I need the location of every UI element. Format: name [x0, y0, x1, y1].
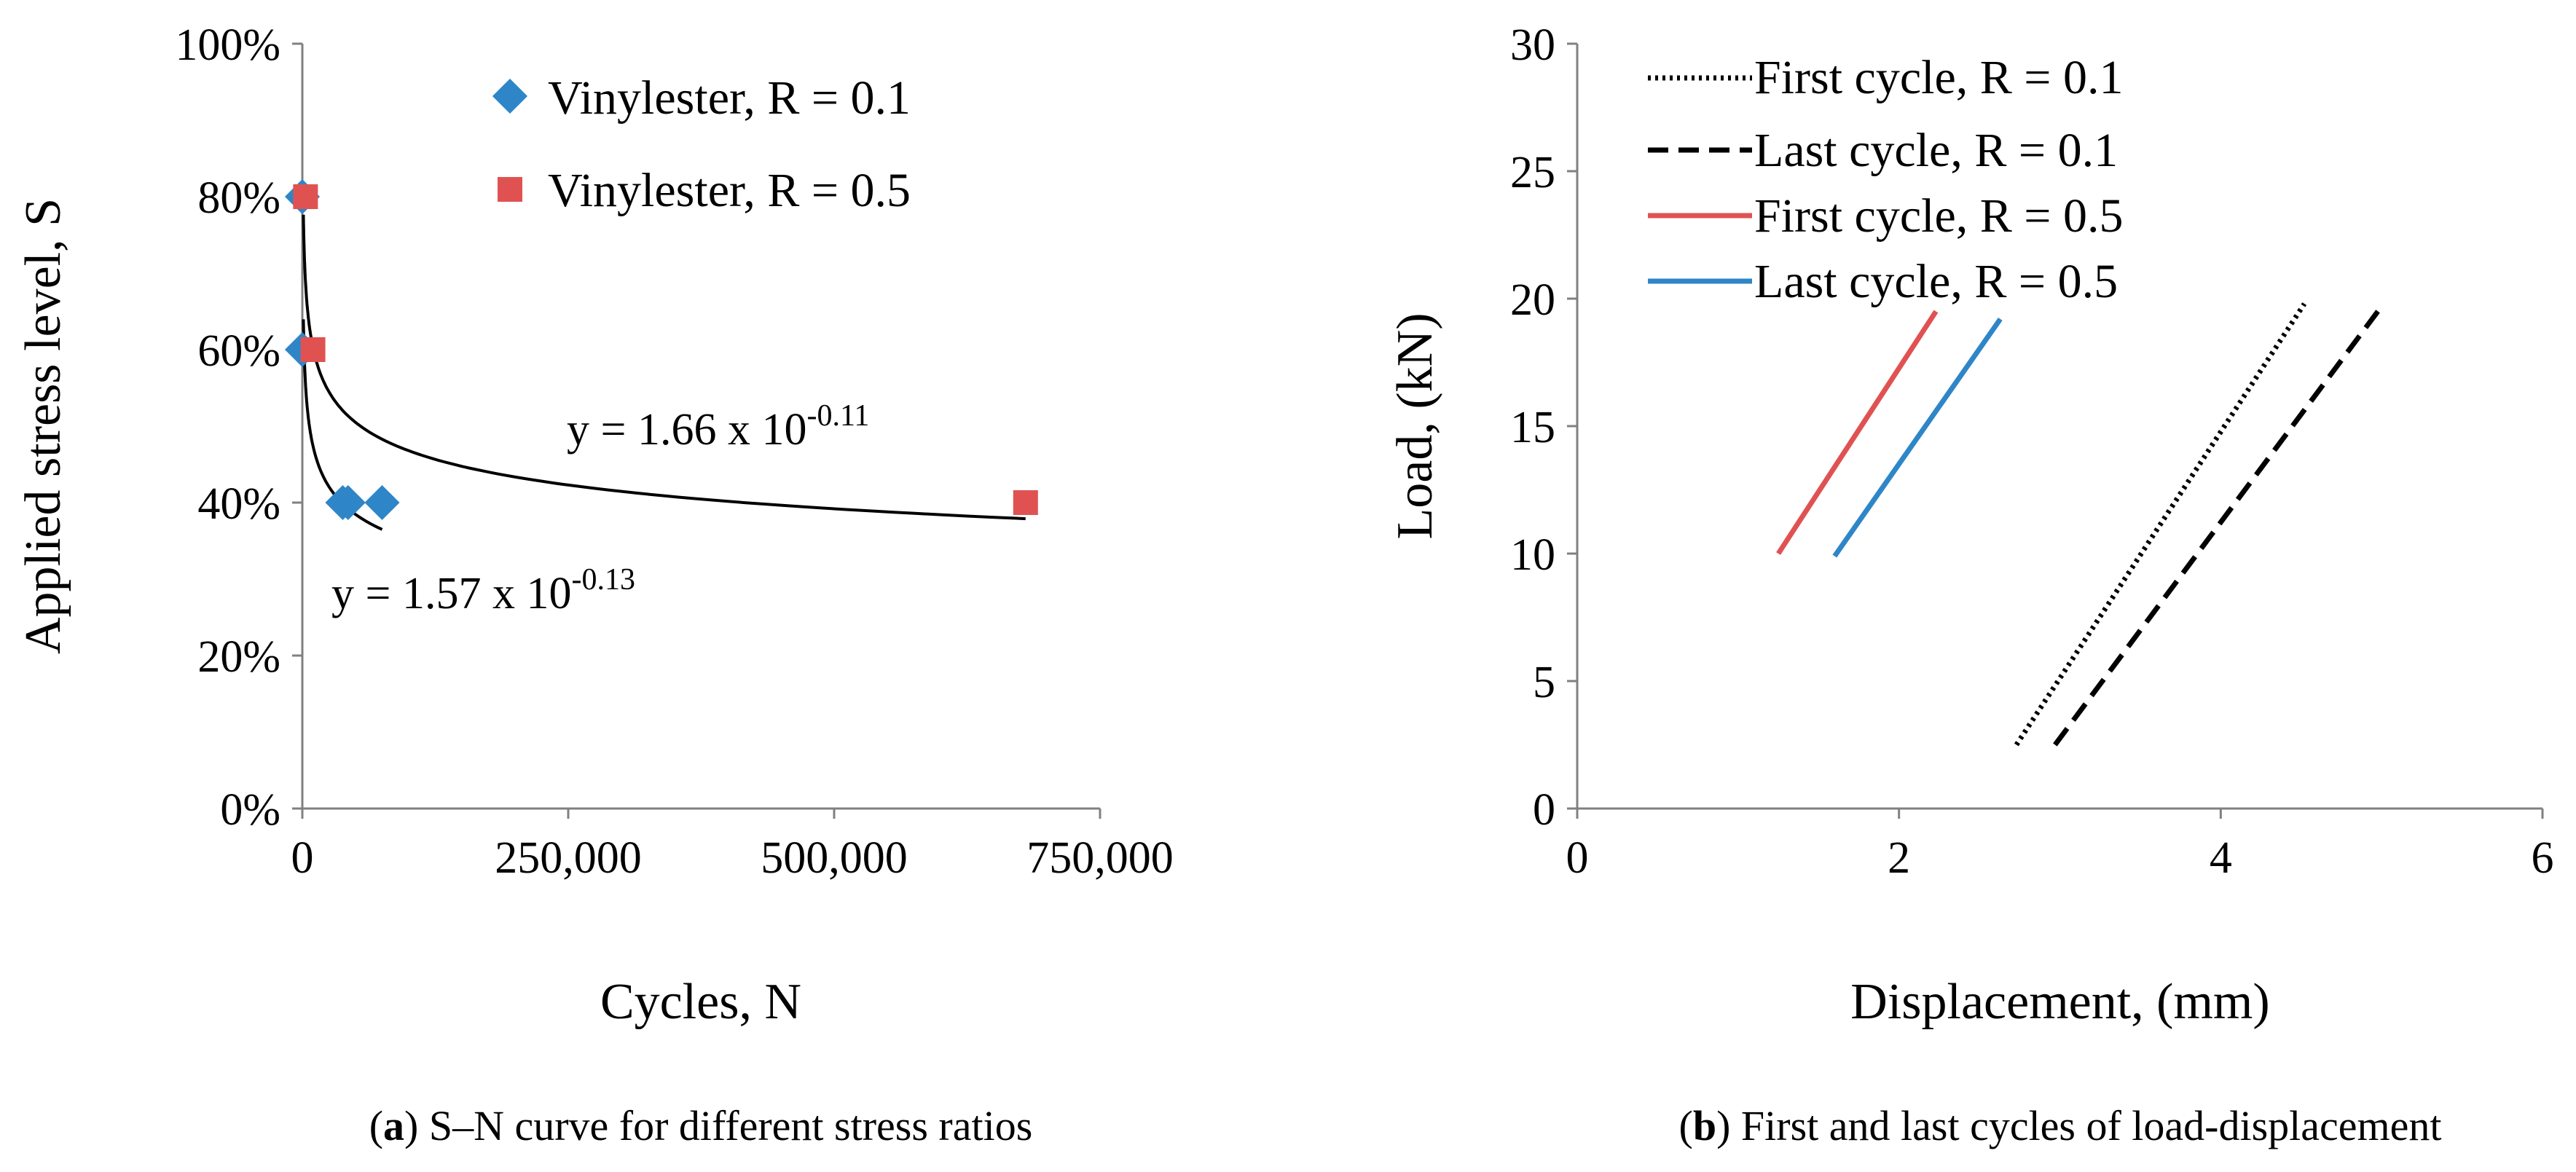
chart-a-y-tick-label: 100% [175, 20, 280, 70]
chart-b-x-tick-label: 2 [1888, 833, 1910, 883]
chart-a-trendline-1 [302, 214, 1026, 521]
chart-a-caption-prefix: ( [369, 1102, 383, 1149]
chart-a-square-point [300, 337, 326, 362]
chart-b-x-axis-title: Displacement, (mm) [1850, 974, 2269, 1030]
chart-a: 0% 20% 40% 60% 80% 100% 0 250,000 500,000 750,000… [15, 20, 1174, 1149]
chart-a-x-tick-label: 500,000 [761, 833, 908, 883]
chart-b-y-tick-label: 10 [1510, 530, 1555, 580]
chart-a-y-tick-label: 80% [197, 173, 280, 223]
chart-b-y-tick-label: 30 [1510, 20, 1555, 70]
chart-b-caption-prefix: ( [1679, 1102, 1693, 1149]
chart-b-series-line-2 [2053, 304, 2384, 747]
chart-b-x-tick-label: 6 [2532, 833, 2554, 883]
chart-b-y-tick-label: 5 [1533, 658, 1555, 707]
chart-a-trendline-1-label: y = 1.66 x 10-0.11 [567, 399, 869, 455]
chart-b-caption-text: ) First and last cycles of load-displace… [1716, 1102, 2441, 1149]
chart-a-diamond-point [330, 484, 366, 521]
chart-a-x-tick-label: 0 [291, 833, 314, 883]
chart-b-series-line-3 [1776, 310, 1939, 555]
chart-a-legend-label-1: Vinylester, R = 0.1 [548, 71, 911, 125]
chart-b-y-axis-title: Load, (kN) [1387, 312, 1443, 539]
chart-a-legend: Vinylester, R = 0.1 Vinylester, R = 0.5 [492, 71, 911, 217]
chart-b-legend-label-2: Last cycle, R = 0.1 [1754, 124, 2118, 177]
chart-b-x-tick-label: 4 [2210, 833, 2232, 883]
chart-b-legend-label-4: Last cycle, R = 0.5 [1754, 255, 2118, 308]
chart-b-y-tick-label: 25 [1510, 148, 1555, 197]
chart-a-caption-letter: a [383, 1102, 404, 1149]
chart-b-legend-label-3: First cycle, R = 0.5 [1754, 189, 2124, 243]
chart-a-caption: (a) S–N curve for different stress ratio… [369, 1102, 1033, 1149]
chart-b-legend-label-1: First cycle, R = 0.1 [1754, 51, 2124, 104]
chart-b-series-line-4 [1832, 317, 2003, 558]
chart-a-y-tick-label: 20% [197, 632, 280, 682]
chart-b-y-tick-label: 20 [1510, 275, 1555, 325]
chart-b-legend: First cycle, R = 0.1 Last cycle, R = 0.1… [1648, 51, 2124, 308]
chart-a-trendline-2-text: y = 1.57 x 10 [331, 569, 571, 618]
chart-b-x-tick-label: 0 [1566, 833, 1589, 883]
chart-b: 0 5 10 15 20 25 30 0 2 4 6 Displacement, (mm) Load… [1387, 20, 2554, 1149]
chart-a-y-axis-title: Applied stress level, S [15, 198, 71, 654]
chart-a-y-tick-label: 40% [197, 479, 280, 529]
chart-a-x-axis-title: Cycles, N [600, 974, 801, 1030]
chart-a-caption-text: ) S–N curve for different stress ratios [404, 1102, 1032, 1149]
legend-diamond-marker [492, 78, 528, 114]
chart-a-y-tick-label: 60% [197, 326, 280, 376]
chart-a-square-point [1013, 490, 1038, 515]
chart-a-y-tick-label: 0% [220, 785, 280, 835]
chart-a-square-point [293, 184, 318, 209]
chart-a-x-tick-label: 250,000 [495, 833, 642, 883]
chart-b-caption-letter: b [1693, 1102, 1716, 1149]
chart-a-trendline-1-exponent: -0.11 [806, 399, 869, 433]
chart-a-x-tick-label: 750,000 [1026, 833, 1174, 883]
chart-b-y-tick-label: 15 [1510, 403, 1555, 452]
chart-a-diamond-point [364, 484, 400, 521]
legend-square-marker [498, 177, 522, 202]
chart-a-legend-label-2: Vinylester, R = 0.5 [548, 164, 911, 217]
chart-b-y-tick-label: 0 [1533, 785, 1555, 835]
chart-a-trendline-2-exponent: -0.13 [571, 563, 635, 597]
chart-a-trendline-1-text: y = 1.66 x 10 [567, 405, 806, 455]
chart-a-trendline-2-label: y = 1.57 x 10-0.13 [331, 563, 635, 618]
chart-b-series-line-1 [2014, 302, 2307, 747]
chart-b-caption: (b) First and last cycles of load-displa… [1679, 1102, 2442, 1149]
